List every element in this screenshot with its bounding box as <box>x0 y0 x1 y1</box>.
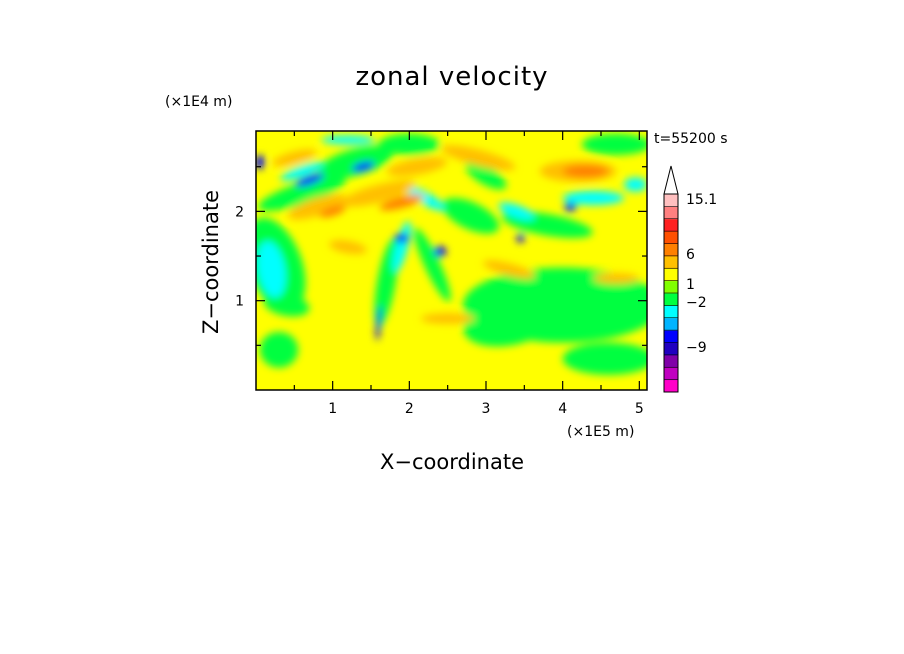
x-tick-label: 5 <box>635 401 644 417</box>
colorbar-band <box>664 379 678 393</box>
contour-blob <box>386 157 448 177</box>
y-ticks: 12 <box>235 166 647 346</box>
contour-blob <box>394 233 410 243</box>
contour-blob <box>341 180 416 207</box>
colorbar-band <box>664 367 678 381</box>
colorbar-band <box>664 305 678 319</box>
contour-blob <box>374 238 399 327</box>
colorbar-label: −2 <box>686 295 707 311</box>
contour-blob <box>483 260 535 279</box>
contour-blob <box>564 202 577 212</box>
contour-blob <box>288 194 347 220</box>
x-tick-label: 4 <box>558 401 567 417</box>
field-blobs <box>256 133 647 375</box>
colorbar-band <box>664 342 678 356</box>
contour-blob <box>404 185 445 211</box>
contour-blob <box>295 173 325 187</box>
contour-blob <box>259 331 299 368</box>
contour-blob <box>319 205 346 218</box>
contour-blob <box>441 145 516 171</box>
colorbar-band <box>664 280 678 294</box>
colorbar-extend-arrow <box>663 165 679 195</box>
contour-blob <box>258 176 346 212</box>
x-tick-label: 2 <box>405 401 414 417</box>
contour-blob <box>263 293 310 317</box>
x-ticks: 1 2 3 4 5 <box>293 131 644 417</box>
contour-blob <box>378 133 441 156</box>
contour-blob <box>624 177 647 192</box>
x-tick-label: 3 <box>482 401 491 417</box>
plot-frame <box>255 130 648 391</box>
x-scale-label: (×1E5 m) <box>567 424 634 440</box>
velocity-field <box>256 131 647 390</box>
contour-blob <box>256 241 286 298</box>
contour-blob <box>352 161 375 172</box>
colorbar-band <box>664 231 678 244</box>
contour-blob <box>498 202 535 221</box>
x-tick-label: 1 <box>328 401 337 417</box>
y-scale-label: (×1E4 m) <box>165 94 232 110</box>
contour-blob <box>465 161 507 190</box>
colorbar-band <box>664 206 678 220</box>
contour-blob <box>321 135 375 145</box>
y-tick-label: 1 <box>235 294 244 310</box>
colorbar-band <box>664 330 678 343</box>
colorbar-band <box>664 255 678 269</box>
contour-blob <box>593 273 640 284</box>
contour-blob <box>516 233 525 243</box>
chart-title: zonal velocity <box>355 62 548 92</box>
colorbar-label: −9 <box>686 340 707 356</box>
colorbar-label: 6 <box>686 247 695 263</box>
contour-blob <box>442 198 500 234</box>
x-axis-label: X−coordinate <box>380 450 524 474</box>
contour-blob <box>272 149 317 167</box>
contour-blob <box>463 299 555 347</box>
contour-blob <box>562 164 609 178</box>
contour-blob <box>413 228 451 302</box>
contour-blob <box>379 194 424 211</box>
contour-blob <box>420 313 475 324</box>
contour-blob <box>392 221 411 274</box>
colorbar: 15.1 6 1 −2 −9 <box>663 165 717 393</box>
colorbar-band <box>664 243 678 257</box>
contour-blob <box>256 155 265 170</box>
y-axis-label: Z−coordinate <box>199 190 223 334</box>
colorbar-label: 1 <box>686 277 695 293</box>
colorbar-label: 15.1 <box>686 192 717 208</box>
contour-blob <box>375 305 382 341</box>
contour-blob <box>329 240 367 255</box>
y-tick-label: 2 <box>235 204 244 220</box>
colorbar-band <box>664 268 678 282</box>
colorbar-band <box>664 293 678 306</box>
contour-blob <box>433 246 447 257</box>
colorbar-band <box>664 317 678 331</box>
contour-blob <box>562 190 624 206</box>
colorbar-band <box>664 354 678 368</box>
time-label: t=55200 s <box>654 131 728 147</box>
colorbar-band <box>664 218 678 232</box>
contour-blob <box>280 161 324 181</box>
colorbar-band <box>664 194 678 207</box>
contour-blob <box>581 133 647 156</box>
contour-blob <box>318 145 393 179</box>
contour-blob <box>562 342 647 375</box>
